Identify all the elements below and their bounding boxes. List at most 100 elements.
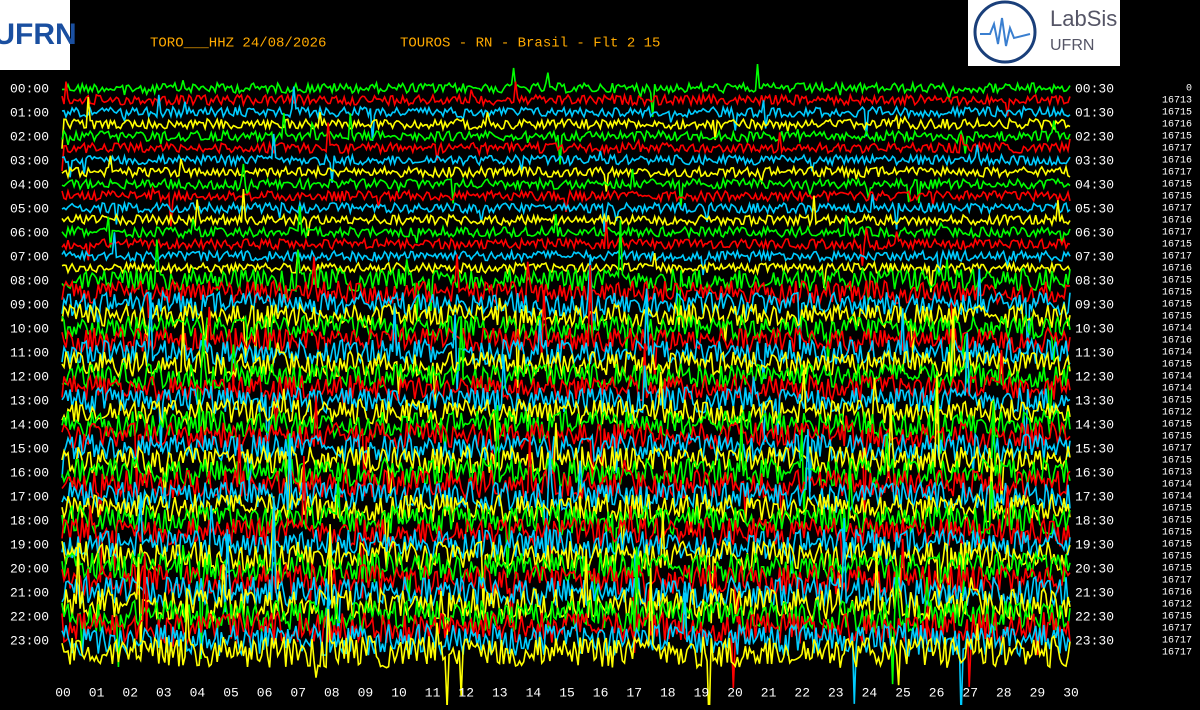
trace bbox=[61, 369, 1071, 442]
minute-label: 25 bbox=[895, 685, 911, 700]
left-time: 03:00 bbox=[10, 153, 49, 168]
left-time: 18:00 bbox=[10, 513, 49, 528]
right-count: 16717 bbox=[1162, 624, 1192, 635]
right-time: 16:30 bbox=[1075, 465, 1114, 480]
location-title: TOUROS - RN - Brasil - Flt 2 15 bbox=[400, 36, 660, 52]
trace bbox=[61, 370, 1071, 476]
right-count: 16715 bbox=[1162, 540, 1192, 551]
right-count: 16714 bbox=[1162, 384, 1192, 395]
right-count: 16717 bbox=[1162, 648, 1192, 659]
minute-label: 04 bbox=[190, 685, 206, 700]
minute-label: 11 bbox=[425, 685, 441, 700]
right-count: 16715 bbox=[1162, 276, 1192, 287]
right-count: 16715 bbox=[1162, 528, 1192, 539]
right-count: 16716 bbox=[1162, 588, 1192, 599]
minute-label: 19 bbox=[694, 685, 710, 700]
right-time: 02:30 bbox=[1075, 129, 1114, 144]
right-count: 16713 bbox=[1162, 96, 1192, 107]
right-count: 16715 bbox=[1162, 456, 1192, 467]
minute-label: 26 bbox=[929, 685, 945, 700]
minute-label: 03 bbox=[156, 685, 172, 700]
right-count: 16715 bbox=[1162, 564, 1192, 575]
minute-label: 23 bbox=[828, 685, 844, 700]
left-time: 05:00 bbox=[10, 201, 49, 216]
labsis-logo-ring bbox=[973, 0, 1037, 64]
left-time: 19:00 bbox=[10, 537, 49, 552]
right-count: 16717 bbox=[1162, 144, 1192, 155]
left-time: 08:00 bbox=[10, 273, 49, 288]
right-count: 16717 bbox=[1162, 252, 1192, 263]
trace bbox=[61, 431, 1071, 493]
left-time: 02:00 bbox=[10, 129, 49, 144]
minute-label: 02 bbox=[122, 685, 138, 700]
right-time: 13:30 bbox=[1075, 393, 1114, 408]
left-time: 10:00 bbox=[10, 321, 49, 336]
right-time: 20:30 bbox=[1075, 561, 1114, 576]
right-time: 06:30 bbox=[1075, 225, 1114, 240]
trace bbox=[61, 86, 1071, 142]
left-time: 07:00 bbox=[10, 249, 49, 264]
left-time: 12:00 bbox=[10, 369, 49, 384]
minute-label: 14 bbox=[526, 685, 542, 700]
right-count: 16715 bbox=[1162, 516, 1192, 527]
right-time: 17:30 bbox=[1075, 489, 1114, 504]
right-count: 16715 bbox=[1162, 132, 1192, 143]
right-count: 16712 bbox=[1162, 600, 1192, 611]
right-count: 0 bbox=[1186, 84, 1192, 95]
minute-label: 07 bbox=[290, 685, 306, 700]
right-count: 16715 bbox=[1162, 180, 1192, 191]
left-time: 21:00 bbox=[10, 585, 49, 600]
right-time: 01:30 bbox=[1075, 105, 1114, 120]
right-count: 16713 bbox=[1162, 468, 1192, 479]
minute-label: 30 bbox=[1063, 685, 1079, 700]
minute-label: 01 bbox=[89, 685, 105, 700]
left-time: 01:00 bbox=[10, 105, 49, 120]
minute-label: 13 bbox=[492, 685, 508, 700]
trace bbox=[61, 524, 1071, 653]
left-time: 15:00 bbox=[10, 441, 49, 456]
trace bbox=[61, 264, 1071, 392]
minute-label: 08 bbox=[324, 685, 340, 700]
right-count: 16717 bbox=[1162, 228, 1192, 239]
right-count: 16712 bbox=[1162, 408, 1192, 419]
station-title: TORO___HHZ 24/08/2026 bbox=[150, 36, 326, 52]
trace bbox=[61, 375, 1071, 526]
right-time: 08:30 bbox=[1075, 273, 1114, 288]
trace bbox=[61, 332, 1071, 463]
minute-label: 29 bbox=[1030, 685, 1046, 700]
right-time: 07:30 bbox=[1075, 249, 1114, 264]
left-time: 14:00 bbox=[10, 417, 49, 432]
right-time: 23:30 bbox=[1075, 633, 1114, 648]
right-count: 16714 bbox=[1162, 324, 1192, 335]
right-time: 14:30 bbox=[1075, 417, 1114, 432]
minute-label: 20 bbox=[727, 685, 743, 700]
right-count: 16716 bbox=[1162, 120, 1192, 131]
right-time: 22:30 bbox=[1075, 609, 1114, 624]
trace bbox=[61, 288, 1071, 391]
trace bbox=[61, 64, 1071, 118]
right-time: 12:30 bbox=[1075, 369, 1114, 384]
right-count: 16715 bbox=[1162, 240, 1192, 251]
minute-label: 18 bbox=[660, 685, 676, 700]
right-count: 16716 bbox=[1162, 264, 1192, 275]
right-time: 15:30 bbox=[1075, 441, 1114, 456]
ufrn-logo-box bbox=[0, 0, 70, 70]
minute-label: 00 bbox=[55, 685, 71, 700]
right-count: 16714 bbox=[1162, 348, 1192, 359]
left-time: 11:00 bbox=[10, 345, 49, 360]
right-time: 18:30 bbox=[1075, 513, 1114, 528]
left-time: 00:00 bbox=[10, 81, 49, 96]
right-count: 16715 bbox=[1162, 288, 1192, 299]
right-count: 16716 bbox=[1162, 156, 1192, 167]
right-count: 16715 bbox=[1162, 552, 1192, 563]
right-count: 16717 bbox=[1162, 204, 1192, 215]
minute-label: 10 bbox=[391, 685, 407, 700]
minute-label: 28 bbox=[996, 685, 1012, 700]
trace bbox=[61, 133, 1071, 183]
right-count: 16715 bbox=[1162, 396, 1192, 407]
trace bbox=[61, 308, 1071, 405]
labels: 00:00 01:00 02:00 03:00 04:00 05:00 06:00 07:00… bbox=[10, 81, 1192, 700]
trace bbox=[61, 343, 1071, 436]
right-count: 16716 bbox=[1162, 216, 1192, 227]
